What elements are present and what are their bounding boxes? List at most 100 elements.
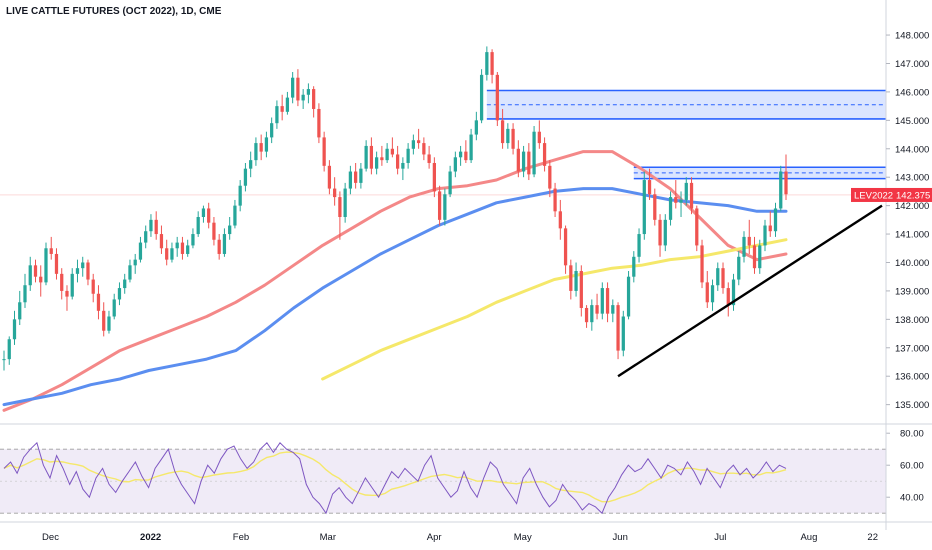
time-tick-label: May: [514, 532, 532, 543]
candle-body: [359, 168, 363, 183]
badge-background: [851, 187, 932, 202]
price-tick-label: 137.000: [895, 343, 929, 354]
candle-body: [154, 219, 158, 235]
candle-body: [626, 276, 631, 317]
badge-value: 142.375: [896, 190, 930, 201]
rsi-pane: 80.00 60.00 40.00: [0, 429, 924, 515]
candle-body: [668, 197, 673, 220]
candle-body: [642, 180, 646, 235]
candle-body: [75, 268, 80, 274]
candle-body: [705, 282, 709, 303]
candle-body: [674, 197, 678, 203]
candle-body: [710, 285, 715, 303]
rsi-line: [3, 441, 787, 515]
candle-body: [159, 234, 164, 249]
candle-body: [663, 219, 667, 246]
candle-body: [380, 157, 384, 161]
candle-body: [464, 151, 468, 161]
candle-body: [542, 143, 547, 166]
candle-body: [605, 288, 610, 314]
candle-body: [280, 106, 284, 112]
candle-body: [437, 191, 442, 220]
candle-body: [70, 273, 74, 297]
candles: [2, 46, 788, 371]
time-tick-label: 22: [867, 532, 878, 543]
candle-body: [33, 265, 38, 277]
candle-body: [773, 208, 778, 232]
candle-body: [406, 148, 410, 163]
price-axis[interactable]: 148.000 147.000 146.000 145.000 144.000 143.0…: [885, 0, 929, 530]
candle-body: [138, 242, 143, 260]
resistance-zones: [486, 89, 886, 180]
candle-body: [768, 225, 772, 232]
time-axis[interactable]: Dec 2022 Feb Mar Apr May Jun Jul Aug 22: [0, 521, 932, 543]
candle-body: [616, 305, 620, 351]
candle-body: [458, 151, 463, 158]
candle-body: [149, 219, 153, 232]
candle-body: [102, 310, 106, 331]
candle-body: [632, 256, 636, 277]
candle-body: [81, 262, 85, 269]
candle-body: [422, 143, 426, 155]
candle-body: [621, 316, 625, 351]
candle-body: [238, 185, 242, 206]
last-price-badge: LEV2022 142.375: [851, 187, 932, 202]
grid: [0, 194, 932, 425]
candle-body: [212, 222, 216, 240]
rsi-band: [0, 449, 886, 514]
candle-body: [779, 171, 783, 209]
candle-body: [721, 268, 725, 289]
rsi-signal-line: [3, 451, 787, 503]
rsi-tick-label: 80.00: [900, 429, 924, 440]
candle-body: [579, 271, 583, 308]
candle-body: [348, 171, 353, 189]
candle-body: [12, 319, 17, 340]
candle-body: [527, 151, 531, 175]
candle-body: [144, 231, 148, 243]
candle-body: [784, 171, 788, 195]
candle-body: [679, 199, 683, 203]
candle-body: [747, 236, 751, 246]
moving-average-line: [321, 238, 788, 381]
candle-body: [133, 259, 137, 266]
candle-body: [385, 148, 389, 161]
candle-body: [65, 290, 69, 297]
candle-body: [695, 208, 699, 246]
candle-body: [254, 143, 258, 161]
rsi-tick-label: 60.00: [900, 461, 924, 472]
candle-body: [7, 339, 11, 360]
candle-body: [296, 77, 300, 101]
candle-body: [343, 188, 347, 217]
candle-body: [416, 140, 421, 144]
candle-body: [54, 253, 59, 274]
price-tick-label: 145.000: [895, 116, 929, 127]
candle-body: [411, 140, 415, 149]
candle-body: [758, 245, 762, 269]
candle-body: [742, 236, 746, 257]
candle-body: [574, 271, 578, 291]
candle-body: [291, 77, 295, 98]
candle-body: [689, 182, 694, 209]
candle-body: [637, 234, 641, 257]
candle-body: [317, 108, 321, 138]
candle-body: [2, 359, 6, 361]
candle-body: [432, 162, 436, 192]
candle-body: [611, 305, 615, 314]
candle-body: [233, 205, 237, 226]
candle-body: [726, 288, 730, 306]
candle-body: [91, 279, 95, 294]
candle-body: [369, 145, 374, 169]
time-tick-label: Mar: [320, 532, 336, 543]
candle-body: [548, 165, 552, 189]
candle-body: [511, 128, 515, 149]
price-tick-label: 138.000: [895, 315, 929, 326]
price-tick-label: 147.000: [895, 59, 929, 70]
candle-body: [275, 106, 279, 124]
candle-body: [259, 143, 263, 152]
candle-body: [285, 97, 290, 112]
moving-average-line: [2, 187, 788, 407]
candle-body: [516, 148, 520, 172]
candle-body: [322, 137, 326, 166]
candle-body: [490, 52, 494, 75]
